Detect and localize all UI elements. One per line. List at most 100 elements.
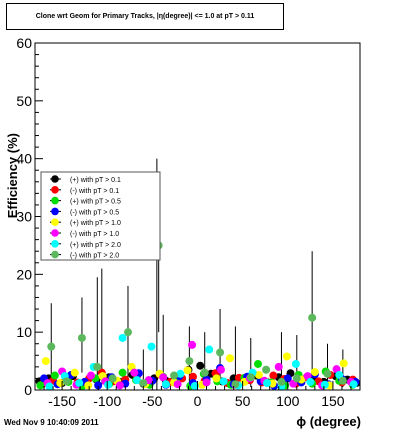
data-point [338,376,347,385]
data-point [115,381,124,390]
data-point [45,382,54,391]
y-tick-label: 30 [16,209,32,225]
data-point [282,352,291,361]
data-point [188,340,197,349]
data-point [173,380,182,389]
data-point [226,354,234,363]
x-tick-label: 50 [235,393,251,409]
legend-marker [51,186,59,194]
legend-label: (+) with pT > 2.0 [70,242,121,249]
data-point [310,368,319,377]
x-tick-label: 100 [276,393,300,409]
data-point [108,374,117,383]
data-point [77,333,86,342]
data-point [219,377,228,386]
data-point [254,370,263,379]
x-tick-label: -50 [142,393,162,409]
data-point [202,378,211,387]
data-point [75,379,84,388]
y-tick-label: 10 [16,324,32,340]
data-point [118,333,127,342]
data-point [47,342,56,351]
data-point [246,373,255,382]
legend-label: (+) with pT > 0.1 [70,177,121,184]
y-axis: 0 10 20 30 40 50 60 [16,35,43,398]
data-point [118,368,127,377]
data-point [205,345,214,354]
data-points [35,241,361,391]
data-point [335,370,344,379]
data-point [308,313,317,322]
data-point [190,381,199,390]
x-tick-label: -100 [93,393,121,409]
data-point [147,342,156,351]
x-axis-label: ϕ (degree) [296,414,361,429]
y-tick-label: 50 [16,93,32,109]
data-point [62,377,71,386]
data-point [320,380,329,389]
data-point [86,371,95,380]
data-point [292,374,301,383]
data-point [84,381,93,390]
data-point [212,374,221,383]
data-point [216,365,225,374]
data-point [185,357,194,366]
legend-marker [51,218,59,226]
data-point [339,359,348,368]
data-point [188,372,197,381]
legend-label: (-) with pT > 0.5 [70,209,119,216]
legend-marker [51,175,59,183]
data-point [306,377,315,386]
data-point [262,365,271,374]
chart-title: Clone wrt Geom for Primary Tracks, |η(de… [6,3,284,30]
data-point [196,361,205,370]
data-point [253,359,262,368]
data-point [139,379,148,388]
data-point [176,369,185,378]
legend-label: (-) with pT > 1.0 [70,231,119,238]
data-point [231,380,240,389]
data-point [269,371,278,380]
data-point [274,362,283,371]
legend-label: (+) with pT > 0.5 [70,199,121,206]
legend-marker [51,207,59,216]
data-point [50,371,59,380]
data-point [291,359,300,368]
legend-label: (-) with pT > 0.1 [70,188,119,195]
y-tick-label: 40 [16,151,32,167]
data-point [200,368,209,377]
y-tick-label: 60 [16,35,32,51]
data-point [283,374,292,383]
data-point [161,380,170,389]
data-point [104,380,113,389]
data-point [93,362,102,371]
legend-box [40,171,161,261]
legend: (+) with pT > 0.1 (-) with pT > 0.1 (+) wi… [40,171,161,261]
data-point [94,381,103,390]
legend-label: (-) with pT > 2.0 [70,253,119,260]
legend-marker [51,240,59,248]
y-tick-label: 20 [16,266,32,282]
data-point [123,328,132,337]
data-point [41,357,50,366]
footer-timestamp: Wed Nov 9 10:40:09 2011 [4,418,99,427]
data-point [36,381,45,390]
data-point [130,368,139,377]
legend-marker [51,229,59,237]
x-tick-label: 0 [194,393,202,409]
data-point [263,379,272,388]
data-point [159,373,168,382]
data-point [170,371,179,380]
y-axis-label: Efficiency (%) [5,133,20,218]
data-point [133,376,142,385]
data-point [349,380,358,389]
legend-marker [51,196,59,205]
x-tick-label: -150 [48,393,76,409]
data-point [323,369,332,378]
y-tick-label: 0 [24,382,32,398]
data-point [70,368,79,377]
data-point [277,377,286,386]
data-point [216,348,225,357]
data-point [183,366,192,375]
